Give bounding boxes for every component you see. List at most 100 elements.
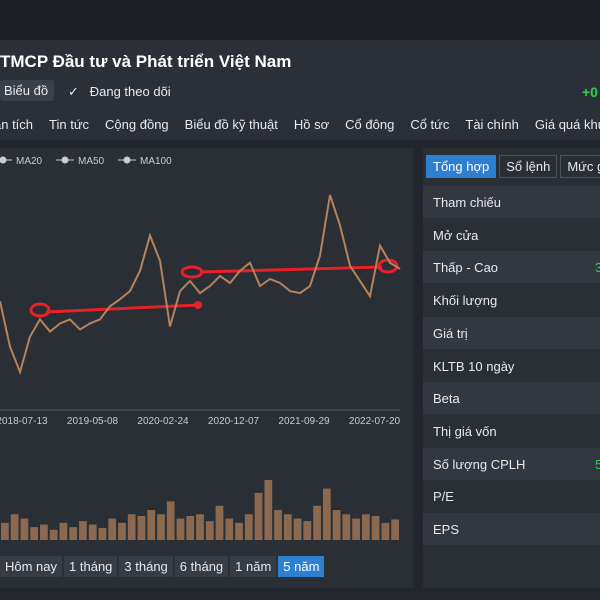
stat-row: Thấp - Cao 3 (423, 251, 600, 284)
stat-value: 3 (595, 260, 600, 276)
nav-tabs: ân tích Tin tức Cộng đồng Biểu đồ kỹ thuật H… (0, 117, 600, 132)
stat-row: Tham chiếu (423, 186, 600, 218)
nav-tab[interactable]: Cổ đông (345, 117, 395, 132)
range-buttons: Hôm nay 1 tháng 3 tháng 6 tháng 1 năm 5 năm (0, 556, 326, 577)
volume-bar (342, 514, 351, 540)
stat-row: Thị giá vốn (423, 414, 600, 447)
volume-bar (283, 514, 292, 540)
stat-row: Mở cửa (423, 218, 600, 251)
stat-row: P/E (423, 480, 600, 513)
nav-tab[interactable]: Cổ tức (410, 117, 450, 132)
stat-row: Beta (423, 382, 600, 415)
stat-label: Thị giá vốn (433, 423, 497, 439)
volume-bar (10, 514, 19, 540)
stat-label: P/E (433, 489, 454, 505)
panel-tab[interactable]: Mức gi (560, 155, 600, 178)
volume-bar (88, 524, 97, 540)
x-tick-label: 2022-07-20 (349, 416, 401, 427)
volume-bar (313, 505, 321, 540)
follow-label: Đang theo dõi (89, 84, 171, 99)
annotation-dot (194, 301, 202, 309)
nav-tab[interactable]: Giá quá khứ (534, 117, 600, 132)
nav-tab[interactable]: Cộng đồng (105, 117, 169, 132)
volume-bar (381, 522, 390, 540)
volume-bar (274, 510, 282, 540)
stat-label: Mở cửa (433, 227, 479, 243)
volume-bar (303, 521, 312, 540)
volume-bar (157, 514, 165, 540)
volume-bar (20, 518, 29, 540)
volume-bar (40, 524, 48, 540)
stat-row: KLTB 10 ngày (423, 349, 600, 382)
range-button[interactable]: 6 tháng (174, 556, 229, 577)
panel-tab[interactable]: Tổng hợp (426, 155, 497, 178)
volume-bar (225, 518, 234, 540)
volume-bar (361, 514, 370, 540)
volume-bar (147, 510, 156, 540)
range-button[interactable]: 1 tháng (64, 556, 118, 577)
stat-label: Khối lượng (433, 293, 498, 309)
chart-panel: 2022-07-20 2021-09-29 2020-12-07 2020-02-24… (0, 148, 413, 588)
nav-tab[interactable]: Biểu đồ kỹ thuật (184, 117, 278, 132)
price-line (0, 194, 401, 376)
chart-button[interactable]: Biểu đồ (0, 80, 55, 101)
stat-label: EPS (433, 522, 460, 537)
stat-label: Thấp - Cao (433, 260, 499, 276)
stat-row: EPS (423, 513, 600, 545)
chart-button-label: Biểu đồ (4, 83, 49, 98)
stat-label: Beta (433, 391, 460, 407)
volume-bar (215, 505, 224, 540)
price-change: +0 (582, 84, 598, 100)
panel-tab[interactable]: Sổ lệnh (499, 155, 558, 178)
volume-bar (1, 522, 9, 540)
stat-row: Số lượng CPLH 5 (423, 447, 600, 480)
stat-value: 5 (595, 456, 600, 472)
volume-bar (98, 528, 107, 540)
volume-bar (293, 518, 302, 540)
stat-row: Giá trị (423, 316, 600, 349)
x-tick-label: 2019-05-08 (67, 416, 119, 427)
volume-bar (352, 518, 360, 540)
volume-bar (235, 522, 243, 540)
stock-title: TMCP Đầu tư và Phát triển Việt Nam (0, 52, 292, 71)
volume-bar (137, 516, 146, 540)
volume-bar (166, 501, 175, 540)
nav-tab[interactable]: Tài chính (465, 117, 519, 132)
legend-label: MA50 (78, 156, 105, 167)
range-button[interactable]: 5 năm (278, 556, 325, 577)
range-button[interactable]: 3 tháng (119, 556, 173, 577)
nav-tab[interactable]: Hồ sơ (293, 117, 330, 132)
x-tick-label: 2018-07-13 (0, 416, 48, 427)
stat-label: Số lượng CPLH (433, 456, 526, 472)
x-tick-label: 2021-09-29 (278, 416, 330, 427)
stat-label: KLTB 10 ngày (433, 358, 515, 374)
annotation (29, 258, 399, 318)
volume-bar (118, 522, 126, 540)
chart: 2022-07-20 2021-09-29 2020-12-07 2020-02-24… (0, 156, 401, 540)
volume-bar (244, 514, 253, 540)
range-button[interactable]: Hôm nay (0, 556, 63, 577)
volume-bar (196, 514, 204, 540)
top-bar (0, 0, 600, 40)
volume-bar (186, 516, 195, 540)
x-tick-label: 2020-12-07 (208, 416, 260, 427)
header (0, 40, 600, 140)
legend-label: MA100 (140, 156, 172, 167)
stat-label: Giá trị (433, 325, 468, 341)
stat-row: Khối lượng (423, 284, 600, 317)
volume-bar (264, 480, 273, 540)
legend-label: MA20 (16, 156, 43, 167)
volume-bar (371, 516, 380, 540)
volume-bar (391, 519, 399, 540)
range-button[interactable]: 1 năm (230, 556, 277, 577)
volume-bar (254, 492, 263, 540)
nav-tab[interactable]: ân tích (0, 117, 34, 132)
nav-tab[interactable]: Tin tức (49, 117, 90, 132)
volume-bar (79, 521, 87, 540)
volume-bar (332, 510, 341, 540)
follow-toggle[interactable]: ✓ Đang theo dõi (68, 84, 171, 99)
volume-bar (69, 527, 78, 540)
